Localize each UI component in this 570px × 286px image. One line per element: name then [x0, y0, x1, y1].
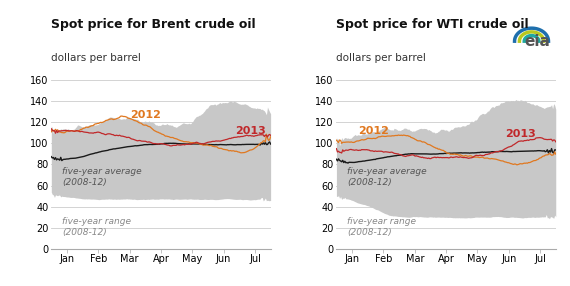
Text: Spot price for Brent crude oil: Spot price for Brent crude oil: [51, 19, 256, 31]
Text: five-year range
(2008-12): five-year range (2008-12): [347, 217, 417, 237]
Text: dollars per barrel: dollars per barrel: [51, 53, 141, 63]
Text: dollars per barrel: dollars per barrel: [336, 53, 426, 63]
Text: five-year range
(2008-12): five-year range (2008-12): [62, 217, 131, 237]
Text: 2013: 2013: [235, 126, 266, 136]
Text: 2013: 2013: [506, 129, 536, 139]
Text: five-year average
(2008-12): five-year average (2008-12): [347, 166, 427, 187]
Text: 2012: 2012: [131, 110, 161, 120]
Text: eia: eia: [524, 34, 550, 49]
Text: Spot price for WTI crude oil: Spot price for WTI crude oil: [336, 19, 529, 31]
Text: five-year average
(2008-12): five-year average (2008-12): [62, 166, 142, 187]
Text: 2012: 2012: [359, 126, 389, 136]
